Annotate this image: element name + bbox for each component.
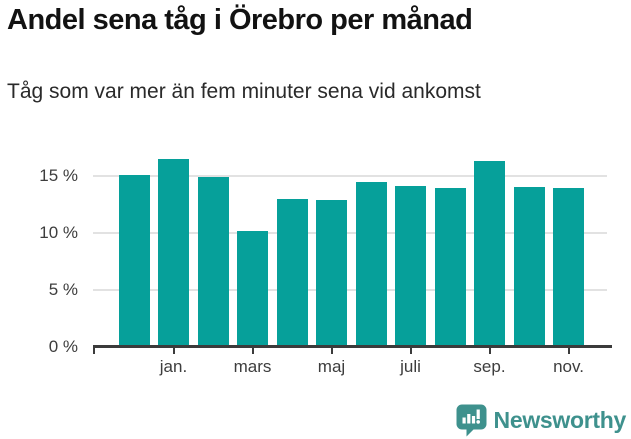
y-axis-label: 10 % <box>39 222 78 242</box>
x-axis-label: sep. <box>473 357 506 376</box>
y-axis-label: 15 % <box>39 165 78 185</box>
gridline <box>93 174 607 177</box>
x-axis-label: juli <box>400 357 421 376</box>
newsworthy-logo: Newsworthy <box>456 404 626 437</box>
bar <box>316 199 347 347</box>
bar <box>553 188 584 347</box>
x-axis-label: jan. <box>159 357 188 376</box>
chart-subtitle: Tåg som var mer än fem minuter sena vid … <box>7 80 481 103</box>
x-axis-label: maj <box>317 357 346 376</box>
x-axis-tick <box>172 346 175 354</box>
x-axis-tick <box>567 346 570 354</box>
x-axis-line <box>93 345 612 348</box>
y-axis-label: 5 % <box>48 279 78 299</box>
bar <box>276 198 308 347</box>
x-axis-tick <box>251 346 254 354</box>
x-axis-tick <box>93 346 95 354</box>
bar <box>197 177 229 347</box>
bar <box>118 174 150 347</box>
x-axis-label: mars <box>233 357 272 376</box>
x-axis-tick <box>409 346 412 354</box>
bar <box>474 161 505 347</box>
bar <box>395 186 426 347</box>
bar <box>355 181 387 347</box>
x-axis-tick <box>488 346 491 354</box>
bar <box>158 158 189 347</box>
y-axis-label: 0 % <box>48 336 78 356</box>
x-axis-label: nov. <box>553 357 584 376</box>
chart-title: Andel sena tåg i Örebro per månad <box>7 4 473 36</box>
bar <box>237 230 268 347</box>
bar <box>434 188 466 347</box>
gridline <box>93 231 607 234</box>
newsworthy-logo-icon <box>456 404 487 437</box>
gridline <box>93 288 607 291</box>
newsworthy-logo-text: Newsworthy <box>493 407 627 433</box>
bar <box>513 187 545 347</box>
x-axis-tick <box>330 346 333 354</box>
